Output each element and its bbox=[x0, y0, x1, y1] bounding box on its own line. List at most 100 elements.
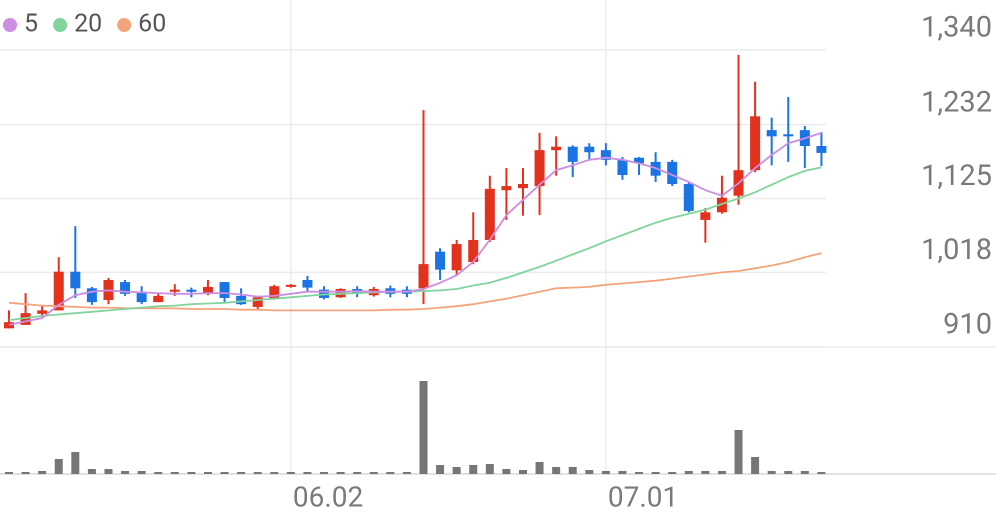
candle-body bbox=[783, 134, 794, 137]
candle-body bbox=[600, 150, 611, 160]
volume-bar bbox=[5, 472, 13, 474]
volume-bar bbox=[87, 469, 96, 474]
volume-bar bbox=[618, 471, 627, 474]
candle-body bbox=[667, 161, 678, 184]
volume-bar bbox=[270, 472, 279, 474]
x-tick-label: 07.01 bbox=[608, 480, 678, 513]
candle-body bbox=[418, 264, 429, 289]
y-tick-label: 1,232 bbox=[921, 85, 992, 119]
candle-body bbox=[70, 271, 81, 289]
volume-bar bbox=[303, 472, 312, 474]
volume-bar bbox=[684, 471, 693, 474]
candle-body bbox=[169, 289, 180, 292]
candle-body bbox=[37, 310, 48, 314]
candle-body bbox=[700, 212, 711, 220]
candle-body bbox=[501, 186, 512, 191]
volume-bar bbox=[535, 462, 544, 474]
candle-body bbox=[451, 244, 462, 271]
legend-label: 5 bbox=[24, 10, 38, 39]
volume-bar bbox=[154, 472, 163, 474]
candle-body bbox=[269, 286, 280, 298]
volume-bar bbox=[21, 472, 30, 474]
volume-bar bbox=[386, 472, 395, 474]
volume-bar bbox=[502, 469, 511, 474]
candle-body bbox=[53, 271, 64, 311]
volume-bar bbox=[784, 471, 793, 474]
volume-bar bbox=[353, 472, 362, 474]
volume-bar bbox=[701, 471, 710, 474]
candle-body bbox=[766, 130, 777, 137]
candle-body bbox=[750, 116, 761, 171]
y-tick-label: 1,340 bbox=[921, 11, 992, 45]
candle-body bbox=[484, 188, 495, 240]
volume-bar bbox=[54, 459, 63, 474]
volume-bar bbox=[585, 470, 594, 474]
volume-bar bbox=[187, 472, 196, 474]
candle-body bbox=[202, 286, 213, 294]
volume-bar bbox=[402, 472, 411, 474]
volume-bar bbox=[71, 452, 80, 474]
volume-bar bbox=[336, 472, 345, 474]
volume-bar bbox=[734, 430, 743, 474]
legend-label: 20 bbox=[74, 10, 102, 39]
legend-marker bbox=[117, 18, 132, 32]
candle-body bbox=[236, 295, 247, 305]
volume-bar bbox=[518, 470, 527, 474]
candle-body bbox=[252, 297, 263, 307]
candle-body bbox=[4, 322, 14, 329]
volume-bar bbox=[800, 471, 809, 474]
volume-bar bbox=[767, 471, 776, 474]
volume-bar bbox=[452, 467, 461, 474]
volume-bar bbox=[121, 471, 130, 474]
candle-body bbox=[86, 288, 97, 303]
volume-bar bbox=[419, 381, 428, 474]
candle-body bbox=[534, 150, 545, 187]
volume-bar bbox=[286, 472, 295, 474]
legend-label: 60 bbox=[138, 10, 166, 39]
volume-bar bbox=[635, 472, 644, 474]
volume-bar bbox=[369, 472, 378, 474]
candle-body bbox=[551, 146, 562, 151]
volume-bar bbox=[203, 472, 212, 474]
volume-bar bbox=[485, 464, 494, 474]
legend-marker bbox=[53, 18, 68, 32]
candle-body bbox=[435, 251, 446, 270]
volume-bar bbox=[668, 472, 677, 474]
volume-bar bbox=[237, 472, 246, 474]
ma-line bbox=[8, 132, 822, 326]
volume-bar bbox=[469, 465, 478, 474]
volume-bar bbox=[651, 472, 660, 474]
ma-line bbox=[8, 166, 822, 321]
volume-bar bbox=[601, 471, 610, 474]
candle-body bbox=[567, 146, 578, 162]
y-tick-label: 1,018 bbox=[921, 233, 992, 267]
candle-body bbox=[634, 157, 645, 164]
volume-bar bbox=[320, 472, 329, 474]
volume-bar bbox=[817, 472, 826, 474]
candle-body bbox=[285, 284, 296, 287]
volume-bar bbox=[253, 472, 262, 474]
candle-body bbox=[302, 280, 313, 288]
legend-marker bbox=[3, 18, 17, 32]
y-tick-label: 910 bbox=[943, 308, 992, 342]
ma-line bbox=[8, 252, 822, 312]
candle-body bbox=[20, 313, 31, 325]
candle-body bbox=[517, 183, 528, 189]
volume-bar bbox=[568, 467, 577, 474]
volume-bar bbox=[436, 465, 445, 474]
candle-body bbox=[153, 295, 164, 303]
candle-body bbox=[186, 289, 197, 292]
volume-bar bbox=[717, 471, 726, 474]
volume-bar bbox=[552, 467, 561, 474]
x-tick-label: 06.02 bbox=[293, 480, 363, 513]
volume-bar bbox=[170, 472, 179, 474]
candle-body bbox=[617, 159, 628, 176]
candle-body bbox=[468, 239, 479, 263]
candle-body bbox=[816, 146, 827, 153]
volume-bar bbox=[38, 471, 47, 474]
volume-bar bbox=[751, 457, 760, 474]
candle-body bbox=[136, 291, 147, 303]
volume-bar bbox=[137, 471, 146, 474]
volume-bar bbox=[104, 469, 113, 474]
